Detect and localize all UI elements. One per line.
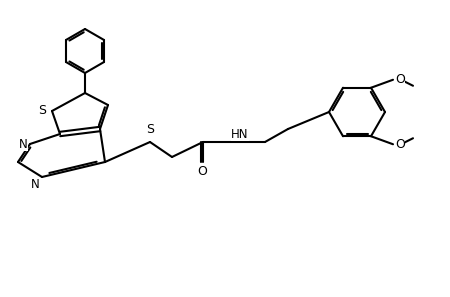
Text: N: N bbox=[31, 178, 40, 191]
Text: O: O bbox=[197, 165, 207, 178]
Text: HN: HN bbox=[231, 128, 249, 141]
Text: O: O bbox=[395, 138, 405, 151]
Text: O: O bbox=[395, 73, 405, 86]
Text: N: N bbox=[19, 138, 28, 151]
Text: S: S bbox=[146, 123, 154, 136]
Text: S: S bbox=[38, 103, 46, 116]
